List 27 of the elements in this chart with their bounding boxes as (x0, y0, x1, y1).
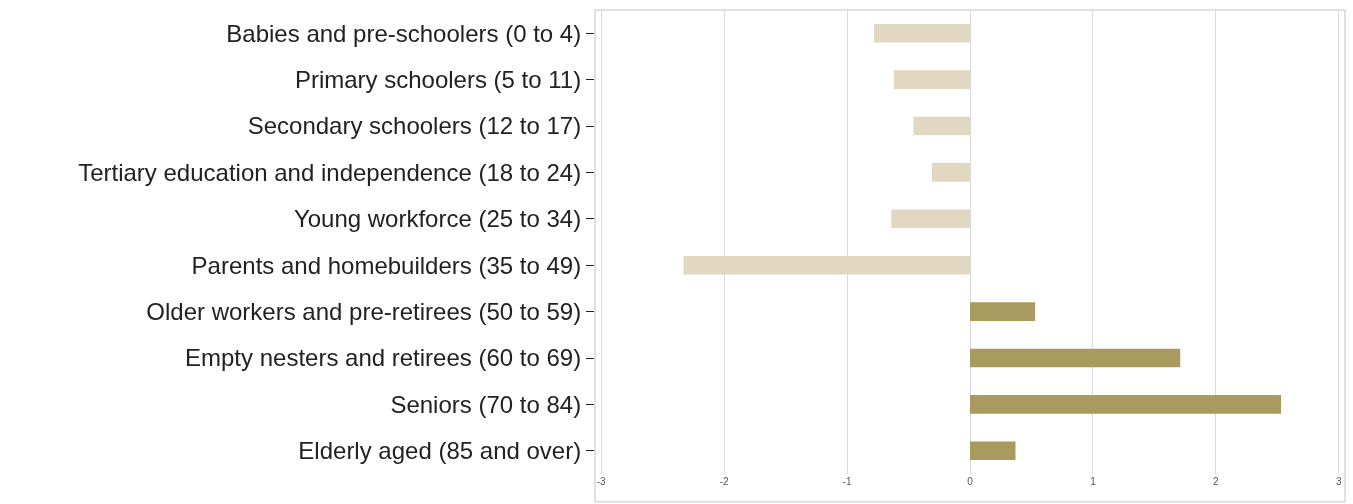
y-tick-label: Babies and pre-schoolers (0 to 4) (226, 19, 582, 47)
x-tick-label: -2 (719, 476, 729, 487)
x-tick-label: 3 (1336, 476, 1343, 487)
x-tick-label: -1 (842, 476, 852, 487)
y-tick-label: Secondary schoolers (12 to 17) (247, 112, 582, 140)
x-tick-label: -3 (596, 476, 607, 487)
x-tick-label: 1 (1090, 476, 1097, 487)
bar (931, 163, 970, 182)
bar (970, 395, 1282, 414)
y-tick-label: Empty nesters and retirees (60 to 69) (185, 344, 582, 372)
y-tick-label: Tertiary education and independence (18 to 24) (78, 158, 582, 186)
x-tick-label: 0 (967, 476, 974, 487)
bar (683, 255, 970, 275)
y-tick-label: Elderly aged (85 and over) (298, 437, 582, 465)
bar (891, 209, 970, 229)
bar (970, 348, 1181, 368)
x-tick-label: 2 (1213, 476, 1220, 487)
y-tick-label: Older workers and pre-retirees (50 to 59) (146, 298, 582, 325)
bar (874, 23, 970, 43)
y-tick-label: Primary schoolers (5 to 11) (294, 66, 582, 93)
y-tick-label: Young workforce (25 to 34) (293, 205, 582, 233)
bar (893, 70, 970, 89)
y-tick-label: Seniors (70 to 84) (390, 390, 582, 418)
y-tick-label: Parents and homebuilders (35 to 49) (191, 251, 582, 279)
bar (970, 302, 1036, 321)
bar (913, 116, 970, 136)
bar (970, 441, 1016, 461)
